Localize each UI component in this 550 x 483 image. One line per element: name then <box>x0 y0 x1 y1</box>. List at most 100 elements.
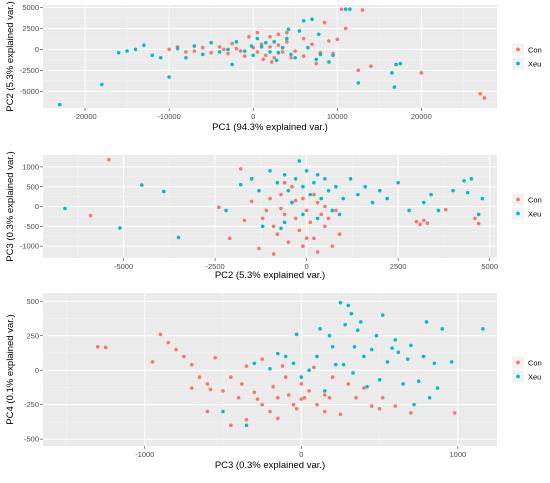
legend-key-point <box>516 360 520 365</box>
data-point <box>291 361 296 366</box>
data-point <box>133 47 138 52</box>
x-tick-label: 10000 <box>327 112 348 121</box>
data-point <box>323 176 327 181</box>
y-axis-title: PC4 (0.1% explained var.) <box>5 314 16 424</box>
data-point <box>414 219 419 224</box>
series-con <box>88 157 481 256</box>
legend-key-point <box>516 61 520 66</box>
data-point <box>356 68 361 73</box>
y-tick-label: 0 <box>35 45 39 54</box>
data-point <box>392 85 397 89</box>
data-point <box>118 226 122 230</box>
data-point <box>333 362 338 367</box>
y-axis-title: PC2 (5.3% explained var.) <box>5 1 16 111</box>
legend-label: Xeu <box>528 59 541 68</box>
data-point <box>334 184 338 189</box>
data-point <box>322 393 327 397</box>
data-point <box>293 49 298 53</box>
data-point <box>280 50 285 54</box>
data-point <box>142 43 146 47</box>
plot-background <box>43 5 497 108</box>
data-point <box>192 49 197 53</box>
y-tick-label: -500 <box>24 435 39 444</box>
y-tick-label: -5000 <box>20 87 39 96</box>
data-point <box>390 346 394 350</box>
data-point <box>299 382 304 386</box>
data-point <box>427 395 432 400</box>
data-point <box>301 244 305 248</box>
data-point <box>221 389 225 393</box>
series-xeu <box>58 7 403 107</box>
legend: Con Xeu <box>512 356 542 383</box>
data-point <box>481 327 485 331</box>
data-point <box>360 8 365 12</box>
legend-key-point <box>516 211 520 216</box>
data-point <box>268 367 272 371</box>
data-point <box>365 384 369 389</box>
data-point <box>304 169 309 173</box>
data-point <box>418 222 422 227</box>
data-point <box>385 360 390 364</box>
data-point <box>380 313 385 317</box>
data-point <box>424 320 429 324</box>
data-point <box>259 42 264 47</box>
data-point <box>275 180 280 185</box>
x-tick-label: -1000 <box>135 450 154 459</box>
data-point <box>283 375 288 379</box>
y-tick-label: 250 <box>26 331 39 340</box>
data-point <box>369 404 374 408</box>
data-point <box>276 416 280 421</box>
data-point <box>174 347 178 352</box>
data-point <box>238 49 243 53</box>
data-point <box>352 344 357 349</box>
data-point <box>312 236 316 240</box>
data-point <box>374 333 379 338</box>
data-point <box>208 387 213 392</box>
x-tick-label: 1000 <box>450 450 467 459</box>
x-tick-label: -2500 <box>205 262 224 271</box>
data-point <box>276 351 280 356</box>
data-point <box>469 176 474 181</box>
data-point <box>337 232 342 237</box>
data-point <box>209 50 213 55</box>
y-tick-label: 5000 <box>22 3 39 12</box>
data-point <box>326 216 331 221</box>
data-point <box>390 71 394 75</box>
series-xeu <box>63 159 485 240</box>
data-point <box>349 311 354 316</box>
data-point <box>290 184 294 189</box>
data-point <box>378 188 382 193</box>
legend-key-point <box>516 374 520 379</box>
data-point <box>301 196 305 201</box>
data-point <box>276 32 281 37</box>
panel-1: -20000 -10000 0 10000 20000 -5000 -2500 0 2500 50… <box>5 1 542 133</box>
data-point <box>377 378 382 382</box>
data-point <box>314 61 319 66</box>
data-point <box>452 411 457 415</box>
data-point <box>216 205 221 210</box>
data-point <box>354 395 358 400</box>
data-point <box>440 327 445 331</box>
data-point <box>393 338 398 342</box>
x-axis-title: PC1 (94.3% explained var.) <box>212 122 328 133</box>
data-point <box>260 224 265 229</box>
data-point <box>346 303 351 308</box>
data-point <box>359 320 363 324</box>
data-point <box>260 216 265 221</box>
data-point <box>476 221 481 226</box>
data-point <box>312 365 316 370</box>
data-point <box>229 375 233 379</box>
data-point <box>192 44 197 48</box>
data-point <box>200 52 205 57</box>
data-point <box>205 409 210 414</box>
data-point <box>301 19 306 23</box>
data-point <box>209 40 213 45</box>
data-point <box>319 212 324 217</box>
data-point <box>394 62 398 67</box>
data-point <box>398 61 403 66</box>
data-point <box>294 332 299 337</box>
data-point <box>480 196 485 201</box>
data-point <box>478 91 482 96</box>
data-point <box>369 347 374 352</box>
data-point <box>293 198 298 203</box>
